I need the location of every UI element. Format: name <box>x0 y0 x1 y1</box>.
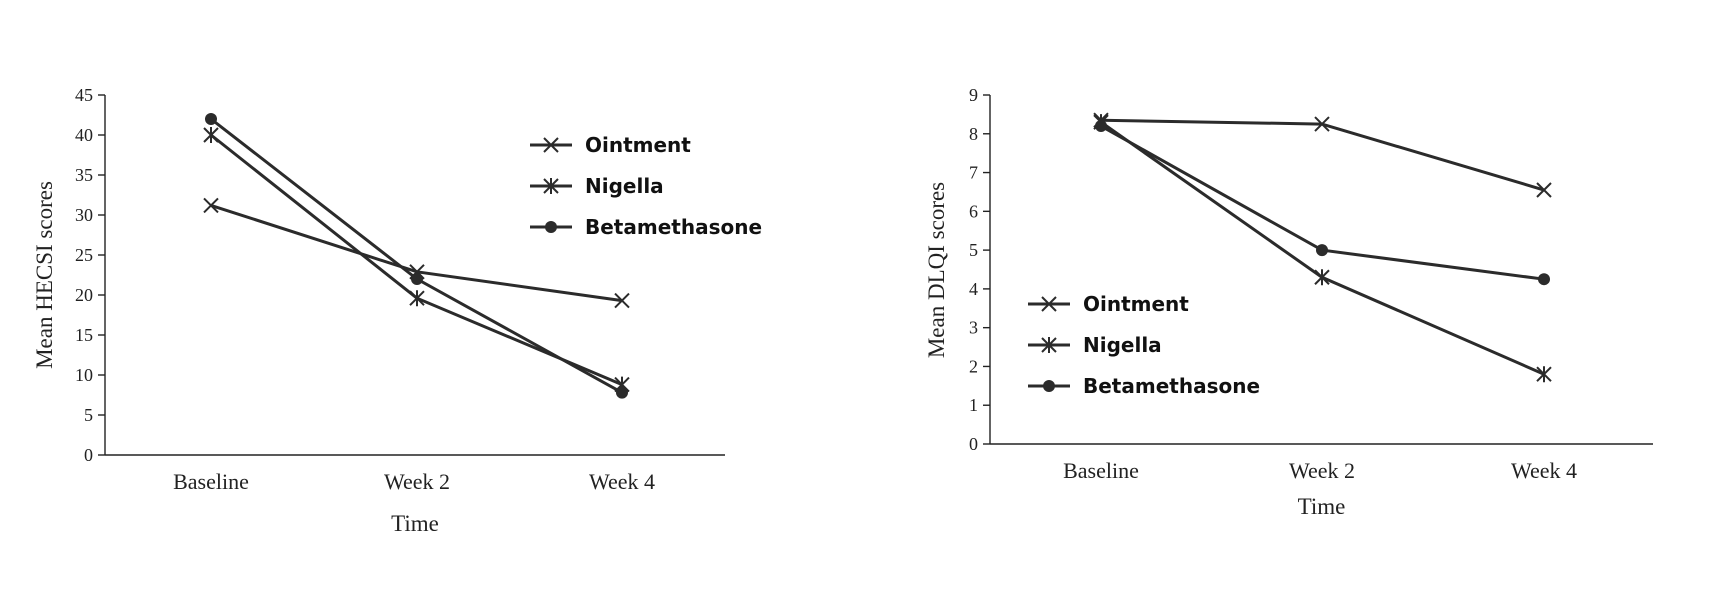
hecsi-chart: 0 5 10 15 20 25 30 35 40 45 Baseline Week 2 Week 4 Ti… <box>32 85 762 536</box>
y-tick-label: 30 <box>75 205 93 225</box>
y-tick-label: 0 <box>969 434 978 454</box>
y-axis-title: Mean HECSI scores <box>32 181 57 369</box>
point-ointment-week-2 <box>1314 116 1330 132</box>
legend-label: Nigella <box>1083 333 1162 357</box>
y-tick-label: 6 <box>969 201 978 221</box>
point-betamethasone-baseline <box>205 113 217 125</box>
y-tick-label: 0 <box>84 445 93 465</box>
y-tick-label: 25 <box>75 245 93 265</box>
legend-marker <box>545 221 557 233</box>
legend-marker <box>1041 337 1057 353</box>
y-tick-label: 40 <box>75 125 93 145</box>
y-axis-title: Mean DLQI scores <box>924 182 949 358</box>
y-tick-label: 1 <box>969 395 978 415</box>
x-tick-label-week-2: Week 2 <box>384 469 450 494</box>
series-line-betamethasone <box>1100 124 1545 281</box>
legend-item-ointment: Ointment <box>530 133 691 157</box>
x-tick-label-baseline: Baseline <box>1063 458 1139 483</box>
point-nigella-week-4 <box>1536 366 1552 383</box>
legend-item-nigella: Nigella <box>530 174 664 198</box>
point-betamethasone-baseline <box>1095 120 1107 133</box>
point-ointment-baseline <box>203 197 219 214</box>
legend-item-nigella: Nigella <box>1028 333 1162 357</box>
x-tick-label-baseline: Baseline <box>173 469 249 494</box>
y-tick-label: 45 <box>75 85 93 105</box>
y-tick-label: 7 <box>969 163 978 183</box>
legend-label: Ointment <box>1083 292 1189 316</box>
x-tick-label-week-4: Week 4 <box>589 469 655 494</box>
series-line-betamethasone <box>210 117 623 394</box>
y-tick-label: 3 <box>969 318 978 338</box>
y-tick-label: 4 <box>969 279 978 299</box>
x-axis-title: Time <box>1298 494 1346 519</box>
legend-marker <box>1043 380 1055 392</box>
y-tick-label: 15 <box>75 325 93 345</box>
legend-label: Betamethasone <box>1083 374 1260 398</box>
legend-marker <box>1041 296 1057 312</box>
x-tick-label-week-4: Week 4 <box>1511 458 1577 483</box>
series-line-nigella <box>210 133 623 386</box>
legend: Ointment Nigella Betamethasone <box>530 133 762 239</box>
y-tick-label: 2 <box>969 356 978 376</box>
legend-label: Betamethasone <box>585 215 762 239</box>
point-betamethasone-week-4 <box>1538 273 1550 286</box>
legend: Ointment Nigella Betamethasone <box>1028 292 1260 398</box>
point-betamethasone-week-2 <box>411 273 423 285</box>
legend-label: Ointment <box>585 133 691 157</box>
legend-marker <box>543 178 559 194</box>
x-tick-label-week-2: Week 2 <box>1289 458 1355 483</box>
legend-label: Nigella <box>585 174 664 198</box>
point-betamethasone-week-4 <box>616 386 628 399</box>
point-nigella-week-2 <box>409 290 425 307</box>
point-ointment-week-4 <box>614 292 630 309</box>
point-nigella-baseline <box>203 127 219 143</box>
y-tick-label: 20 <box>75 285 93 305</box>
y-tick-label: 8 <box>969 124 978 144</box>
legend-item-ointment: Ointment <box>1028 292 1189 316</box>
y-tick-label: 35 <box>75 165 93 185</box>
y-tick-label: 5 <box>84 405 93 425</box>
y-tick-label: 5 <box>969 240 978 260</box>
legend-item-betamethasone: Betamethasone <box>530 215 762 239</box>
series-line-ointment <box>210 203 623 303</box>
y-tick-label: 10 <box>75 365 93 385</box>
point-nigella-week-2 <box>1314 269 1330 286</box>
series-line-ointment <box>1100 118 1545 192</box>
x-axis-title: Time <box>391 511 439 536</box>
legend-item-betamethasone: Betamethasone <box>1028 374 1260 398</box>
point-ointment-week-4 <box>1536 182 1552 198</box>
point-betamethasone-week-2 <box>1316 244 1328 257</box>
y-tick-label: 9 <box>969 85 978 105</box>
legend-marker <box>543 137 559 153</box>
dlqi-chart: 0 1 2 3 4 5 6 7 8 9 Baseline Week 2 Week 4 Time Mean D… <box>924 85 1653 519</box>
